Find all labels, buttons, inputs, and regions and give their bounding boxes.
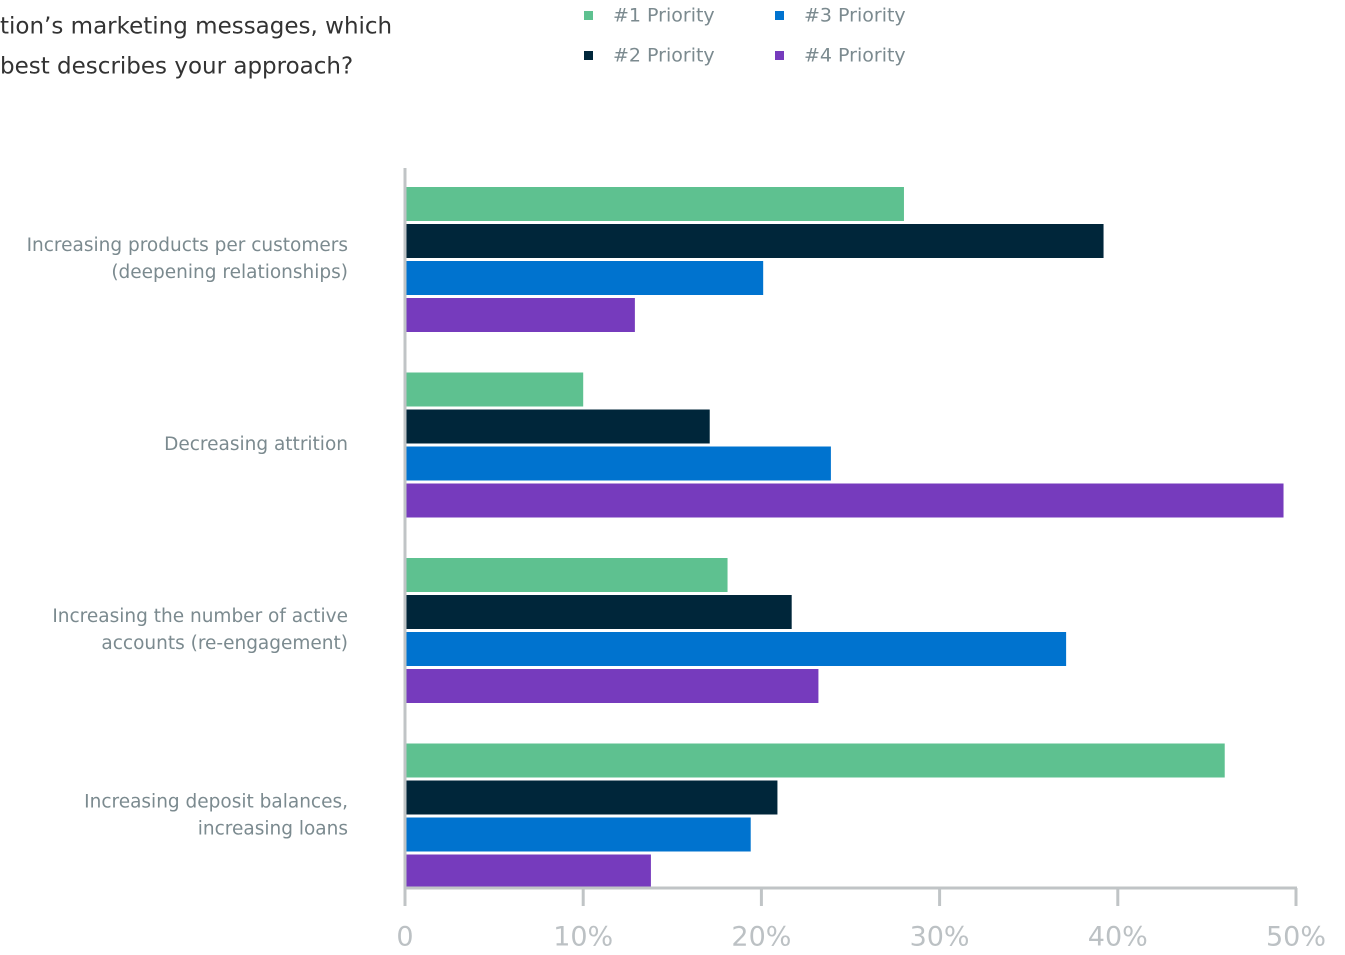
legend-label: #4 Priority bbox=[804, 45, 906, 67]
bar bbox=[405, 298, 635, 332]
legend-swatch bbox=[775, 11, 784, 20]
category-label: increasing loans bbox=[198, 819, 348, 840]
legend-label: #3 Priority bbox=[804, 5, 906, 27]
bar bbox=[405, 483, 1284, 518]
chart-title: tion’s marketing messages, which bbox=[0, 14, 392, 40]
bar bbox=[405, 632, 1067, 666]
bar bbox=[405, 558, 728, 592]
category-label: Increasing products per customers bbox=[27, 235, 348, 256]
category-label: (deepening relationships) bbox=[111, 262, 348, 283]
bar bbox=[405, 224, 1104, 258]
x-tick-label: 0 bbox=[396, 922, 413, 953]
bar bbox=[405, 409, 710, 444]
x-tick-label: 10% bbox=[553, 922, 613, 953]
x-tick-label: 50% bbox=[1266, 922, 1326, 953]
bar bbox=[405, 780, 778, 815]
category-label: Increasing deposit balances, bbox=[84, 792, 348, 813]
category-label: Decreasing attrition bbox=[164, 434, 348, 455]
chart-title: best describes your approach? bbox=[0, 54, 353, 80]
bar bbox=[405, 261, 764, 295]
bar bbox=[405, 372, 584, 407]
legend-label: #2 Priority bbox=[613, 45, 715, 67]
bar bbox=[405, 595, 792, 629]
bar bbox=[405, 446, 831, 481]
legend-label: #1 Priority bbox=[613, 5, 715, 27]
bar bbox=[405, 743, 1225, 778]
bar bbox=[405, 817, 751, 852]
legend-swatch bbox=[584, 11, 593, 20]
bar bbox=[405, 854, 651, 889]
x-tick-label: 40% bbox=[1088, 922, 1148, 953]
x-tick-label: 30% bbox=[910, 922, 970, 953]
category-label: Increasing the number of active bbox=[52, 606, 348, 627]
x-tick-label: 20% bbox=[731, 922, 791, 953]
legend-swatch bbox=[775, 51, 784, 60]
bar bbox=[405, 187, 904, 221]
category-label: accounts (re-engagement) bbox=[101, 633, 348, 654]
bar bbox=[405, 669, 819, 703]
legend-swatch bbox=[584, 51, 593, 60]
